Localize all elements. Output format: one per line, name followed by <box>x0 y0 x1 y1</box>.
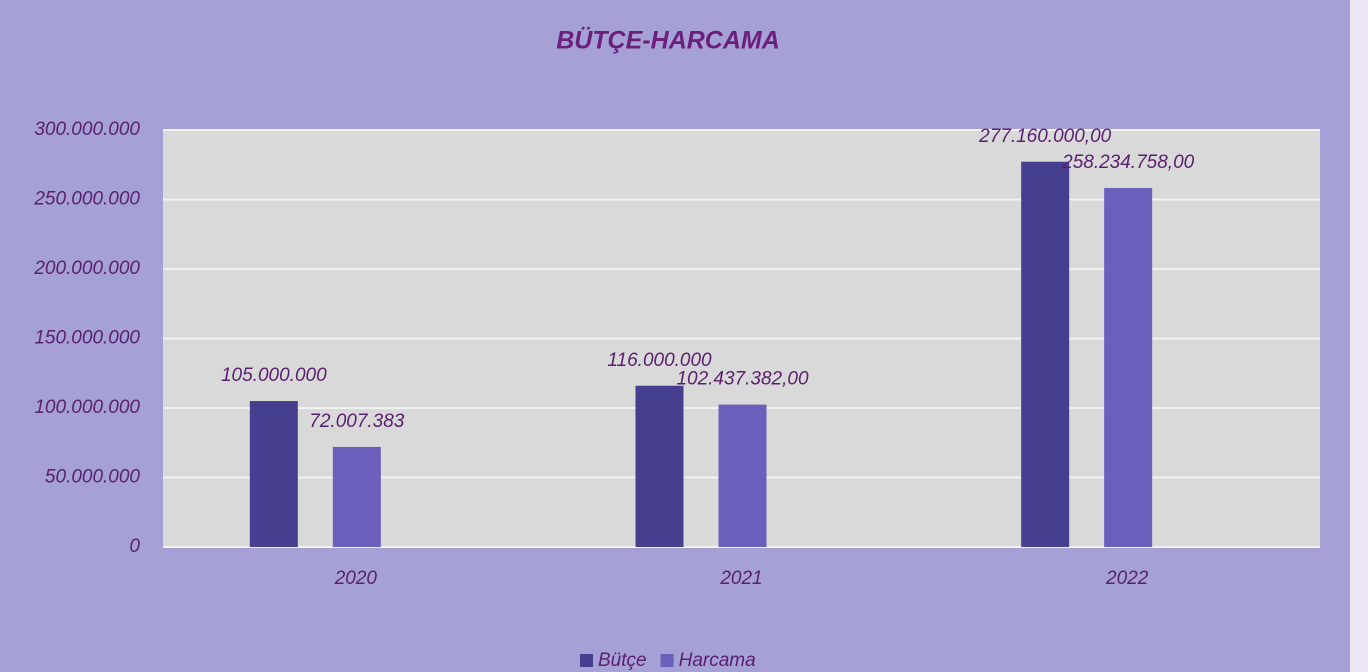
y-tick-label: 50.000.000 <box>45 467 141 488</box>
bar <box>1021 161 1070 547</box>
x-tick-label: 2020 <box>334 568 378 589</box>
x-tick-label: 2021 <box>719 568 762 589</box>
data-label: 116.000.000 <box>607 350 712 371</box>
y-tick-label: 100.000.000 <box>34 397 140 418</box>
bar <box>332 446 381 547</box>
y-tick-label: 0 <box>129 536 140 557</box>
legend-swatch <box>580 654 593 667</box>
legend-label: Harcama <box>679 650 756 671</box>
bar <box>1104 188 1153 547</box>
x-tick-label: 2022 <box>1105 568 1149 589</box>
data-label: 72.007.383 <box>309 411 405 432</box>
y-tick-label: 300.000.000 <box>34 119 140 140</box>
bar <box>635 385 684 547</box>
y-tick-label: 200.000.000 <box>33 258 140 279</box>
legend-label: Bütçe <box>598 650 647 671</box>
bar <box>249 401 298 547</box>
bar <box>718 404 767 547</box>
y-tick-label: 150.000.000 <box>34 328 140 349</box>
data-label: 258.234.758,00 <box>1061 152 1195 173</box>
y-tick-label: 250.000.000 <box>33 189 140 210</box>
legend-swatch <box>660 654 674 667</box>
data-label: 105.000.000 <box>221 365 327 386</box>
data-label: 102.437.382,00 <box>676 369 809 390</box>
chart-title: BÜTÇE-HARCAMA <box>556 26 780 55</box>
data-label: 277.160.000,00 <box>978 126 1112 147</box>
